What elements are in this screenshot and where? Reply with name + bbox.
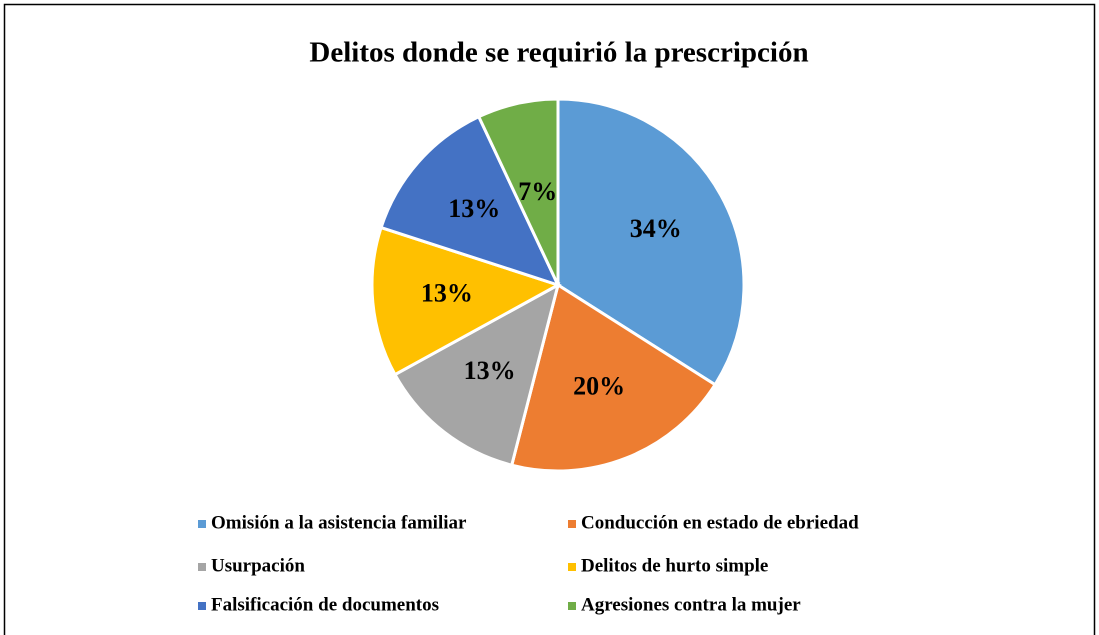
pie-slice — [392, 282, 561, 467]
legend-label: Falsificación de documentos — [211, 594, 439, 615]
legend-label: Usurpación — [211, 555, 305, 576]
legend-marker — [568, 520, 576, 528]
data-label: 13% — [464, 356, 516, 385]
pie-slice — [476, 97, 560, 286]
legend-marker — [198, 520, 206, 528]
pie-slice — [509, 282, 718, 473]
data-label: 7% — [518, 177, 557, 206]
legend-label: Omisión a la asistencia familiar — [211, 512, 467, 533]
legend-marker — [198, 602, 206, 610]
data-label: 13% — [448, 194, 500, 223]
legend-label: Delitos de hurto simple — [581, 555, 768, 576]
data-label: 20% — [573, 372, 625, 401]
data-label: 13% — [421, 278, 473, 307]
pie-slice — [370, 225, 562, 377]
chart-title: Delitos donde se requirió la prescripció… — [309, 37, 808, 69]
legend-marker — [568, 602, 576, 610]
data-label: 34% — [630, 214, 682, 243]
chart-border — [3, 3, 1096, 635]
legend-label: Conducción en estado de ebriedad — [581, 512, 859, 533]
legend-marker — [568, 563, 576, 571]
pie-slice — [379, 114, 561, 288]
legend-marker — [198, 563, 206, 571]
legend-label: Agresiones contra la mujer — [581, 594, 801, 615]
